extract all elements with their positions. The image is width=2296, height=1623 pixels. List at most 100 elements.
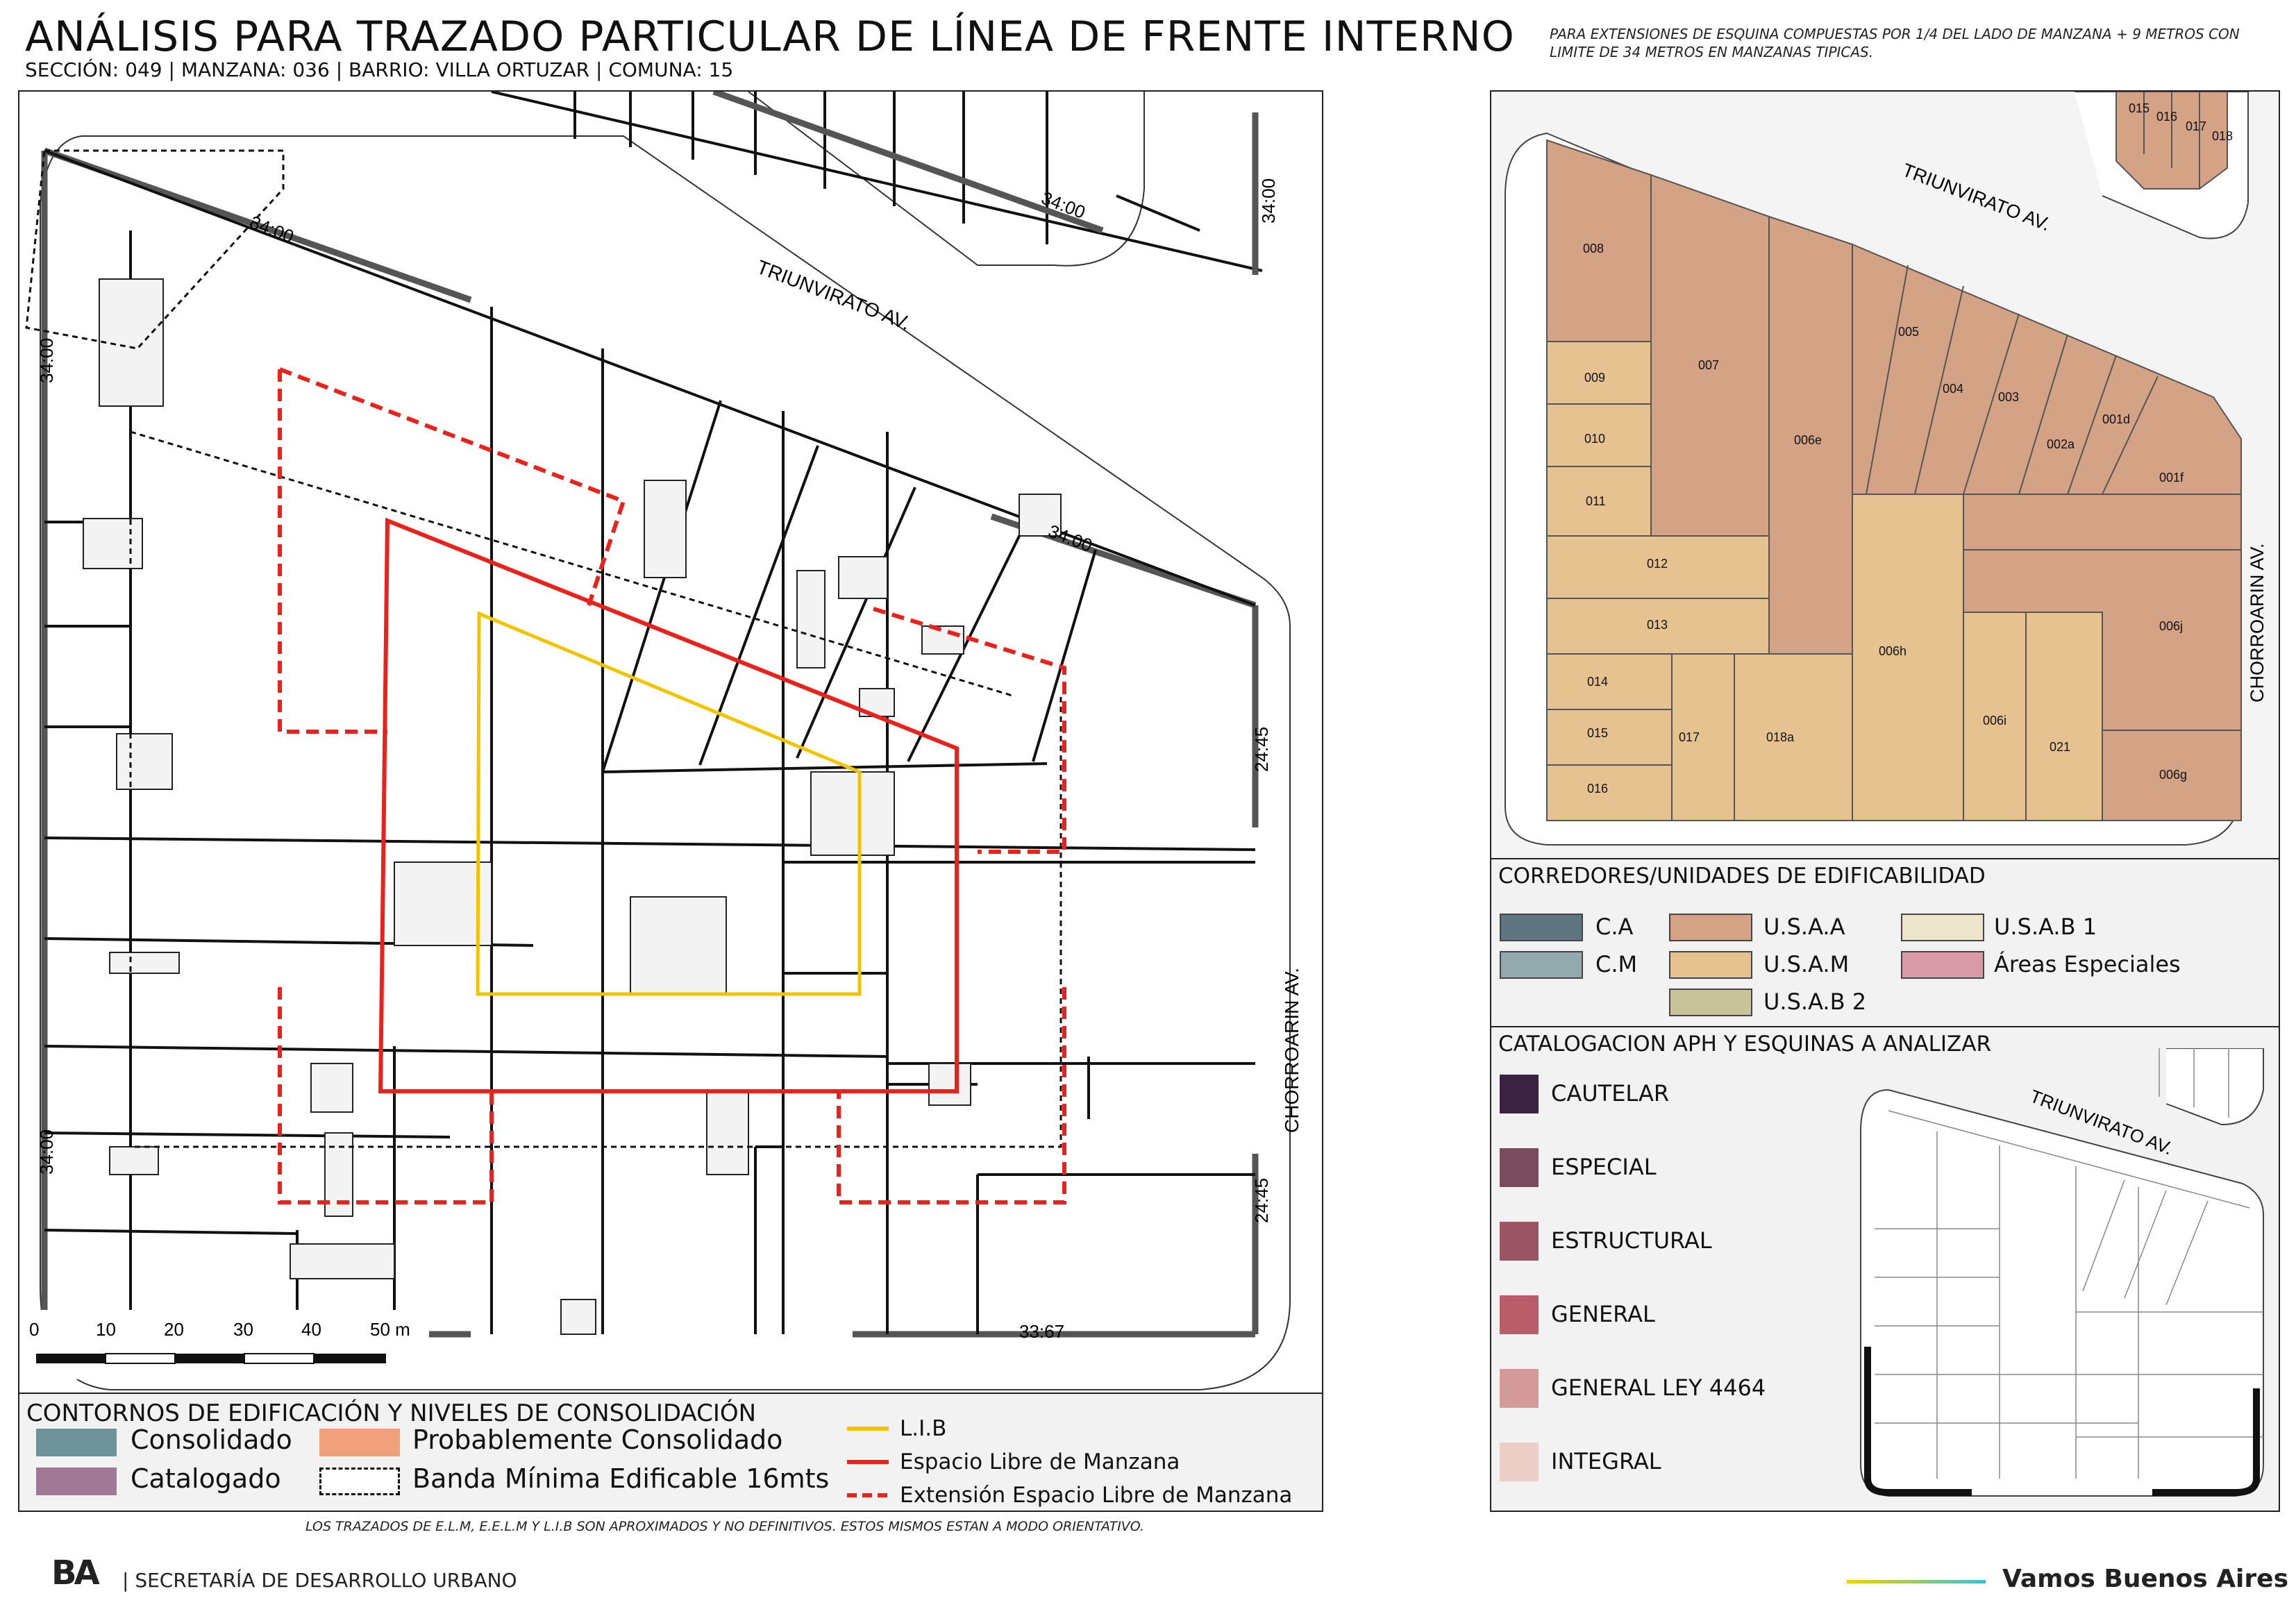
svg-text:009: 009 <box>1584 371 1605 385</box>
swatch-usab1 <box>1901 914 1984 941</box>
scale-label-10: 10 <box>96 1319 116 1340</box>
svg-text:015: 015 <box>2129 101 2150 115</box>
dim-w-top: 34:00 <box>36 338 57 383</box>
label-extension-espacio-libre: Extensión Espacio Libre de Manzana <box>900 1483 1293 1508</box>
consolidation-legend-title: CONTORNOS DE EDIFICACIÓN Y NIVELES DE CO… <box>26 1399 757 1427</box>
svg-text:021: 021 <box>2050 740 2070 754</box>
svg-text:006h: 006h <box>1879 644 1907 658</box>
corridors-legend <box>1490 858 2280 1027</box>
scale-label-40: 40 <box>301 1319 321 1340</box>
svg-text:016: 016 <box>1587 782 1608 796</box>
brand-name: Vamos Buenos Aires <box>2002 1565 2288 1593</box>
parcel-map: 015 016 017 018 008 007 009 010 011 006e… <box>1505 92 2268 846</box>
dim-s-bottom: 33:67 <box>1019 1321 1064 1342</box>
banda-nw-corner <box>25 149 285 350</box>
svg-text:015: 015 <box>1587 726 1608 740</box>
label-especial: ESPECIAL <box>1551 1154 1657 1180</box>
analyzed-corner-left <box>1864 1347 1972 1496</box>
block-frontage <box>41 147 1259 1338</box>
swatch-general <box>1500 1295 1539 1334</box>
label-consolidado: Consolidado <box>131 1424 292 1455</box>
swatch-ca <box>1500 914 1583 941</box>
parcel-map-street-east: CHORROARIN AV. <box>2247 543 2268 703</box>
label-cm: C.M <box>1595 951 1638 977</box>
svg-text:014: 014 <box>1587 675 1608 689</box>
banda-minima-edificable <box>129 430 1062 1148</box>
svg-text:006e: 006e <box>1794 433 1822 447</box>
scale-label-0: 0 <box>29 1319 39 1340</box>
dim-ne-right: 34:00 <box>1258 178 1279 224</box>
swatch-cm <box>1500 951 1583 979</box>
corner-analysis-mini-map: TRIUNVIRATO AV. <box>1860 1048 2264 1497</box>
extension-espacio-libre <box>278 367 1066 1204</box>
svg-text:001d: 001d <box>2102 412 2130 426</box>
north-block-frontage <box>712 92 1259 275</box>
svg-text:006i: 006i <box>1983 714 2006 728</box>
swatch-especial <box>1500 1148 1539 1187</box>
svg-text:002a: 002a <box>2047 437 2075 451</box>
swatch-usaa <box>1669 914 1752 941</box>
block-lot-lines <box>44 149 1256 1334</box>
analyzed-corner-right <box>2152 1388 2260 1496</box>
svg-text:004: 004 <box>1943 382 1963 396</box>
page-title: ANÁLISIS PARA TRAZADO PARTICULAR DE LÍNE… <box>25 12 1515 61</box>
swatch-consolidado <box>36 1429 117 1456</box>
swatch-cautelar <box>1500 1075 1539 1113</box>
label-usaa: U.S.A.A <box>1763 914 1845 940</box>
dim-nw-diag: 34:00 <box>247 212 297 247</box>
svg-text:007: 007 <box>1698 358 1719 372</box>
label-areas-especiales: Áreas Especiales <box>1994 951 2181 977</box>
scale-label-20: 20 <box>164 1319 184 1340</box>
ba-logo-mark: BA <box>51 1554 100 1592</box>
swatch-estructural <box>1500 1222 1539 1261</box>
svg-text:001f: 001f <box>2159 471 2184 485</box>
corridors-legend-title: CORREDORES/UNIDADES DE EDIFICABILIDAD <box>1498 864 1986 889</box>
block-sidewalk-outline <box>40 135 1291 1390</box>
catalog-legend-title: CATALOGACION APH Y ESQUINAS A ANALIZAR <box>1498 1032 1992 1057</box>
svg-text:017: 017 <box>1679 730 1700 744</box>
label-lib: L.I.B <box>900 1416 947 1441</box>
swatch-areas-especiales <box>1901 951 1984 979</box>
page-subtitle: SECCIÓN: 049 | MANZANA: 036 | BARRIO: VI… <box>25 58 734 81</box>
dim-e-top: 24:45 <box>1251 727 1272 772</box>
svg-text:016: 016 <box>2156 110 2177 124</box>
main-parcels <box>1546 139 2242 821</box>
svg-text:010: 010 <box>1584 432 1605 446</box>
svg-text:017: 017 <box>2186 119 2206 133</box>
scale-label-30: 30 <box>233 1319 253 1340</box>
label-usab2: U.S.A.B 2 <box>1763 989 1867 1015</box>
svg-text:008: 008 <box>1583 242 1604 255</box>
svg-text:018a: 018a <box>1766 730 1795 744</box>
espacio-libre-de-manzana <box>378 517 959 1093</box>
label-probablemente-consolidado: Probablemente Consolidado <box>412 1424 783 1455</box>
parcel-labels: 015 016 017 018 008 007 009 010 011 006e… <box>1583 101 2233 796</box>
label-usab1: U.S.A.B 1 <box>1994 914 2097 940</box>
svg-text:012: 012 <box>1647 557 1668 571</box>
label-general-ley: GENERAL LEY 4464 <box>1551 1374 1766 1401</box>
label-espacio-libre: Espacio Libre de Manzana <box>900 1449 1180 1474</box>
north-block-lots <box>491 92 1263 272</box>
main-map-panel <box>18 90 1323 1395</box>
label-catalogado: Catalogado <box>131 1463 281 1494</box>
label-integral: INTEGRAL <box>1551 1448 1661 1474</box>
street-chorroarin-label: CHORROARIN AV. <box>1281 968 1302 1133</box>
street-triunvirato-label: TRIUNVIRATO AV. <box>754 256 913 335</box>
label-cautelar: CAUTELAR <box>1551 1080 1670 1107</box>
swatch-integral <box>1500 1443 1539 1481</box>
swatch-catalogado <box>36 1468 117 1495</box>
scale-bar: 0 10 20 30 40 50 m <box>19 1310 429 1379</box>
svg-text:018: 018 <box>2212 129 2233 143</box>
swatch-usam <box>1669 951 1752 979</box>
swatch-usab2 <box>1669 989 1752 1016</box>
svg-text:003: 003 <box>1998 390 2019 404</box>
brand-gradient-line <box>1847 1580 1986 1583</box>
label-usam: U.S.A.M <box>1763 951 1850 977</box>
corner-extension-note: PARA EXTENSIONES DE ESQUINA COMPUESTAS P… <box>1550 26 2240 60</box>
swatch-general-ley <box>1500 1369 1539 1408</box>
consolidation-legend <box>18 1393 1323 1512</box>
svg-text:006g: 006g <box>2159 768 2187 782</box>
disclaimer-note: LOS TRAZADOS DE E.L.M, E.E.L.M Y L.I.B S… <box>305 1519 1145 1534</box>
swatch-banda-minima <box>319 1468 400 1495</box>
ba-logo: BA <box>51 1556 101 1590</box>
org-name: | SECRETARÍA DE DESARROLLO URBANO <box>122 1569 517 1592</box>
